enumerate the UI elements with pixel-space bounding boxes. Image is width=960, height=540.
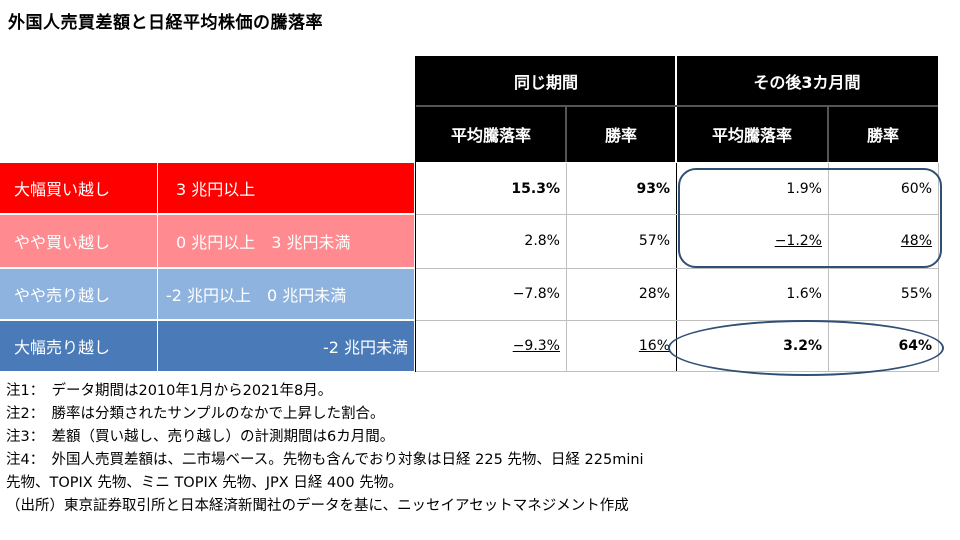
cell-same-win: 28% bbox=[566, 269, 676, 319]
cell-same-avg: 15.3% bbox=[416, 163, 566, 215]
note-line: 先物、TOPIX 先物、ミニ TOPIX 先物、JPX 日経 400 先物。 bbox=[6, 475, 403, 491]
row-category-label: 大幅売り越し bbox=[14, 338, 111, 357]
cell-after-win: 48% bbox=[828, 215, 938, 267]
cell-same-avg: 2.8% bbox=[416, 215, 566, 267]
table-border bbox=[416, 371, 938, 372]
header-divider bbox=[827, 106, 829, 162]
row-gap bbox=[0, 267, 415, 269]
value: 2.8% bbox=[524, 233, 560, 249]
table-border bbox=[415, 56, 416, 372]
row-range: -2 兆円以上 0 兆円未満 bbox=[158, 269, 414, 319]
grid-line bbox=[416, 320, 938, 321]
grid-line bbox=[416, 214, 938, 215]
header-col-after-avg: 平均騰落率 bbox=[676, 106, 828, 162]
row-category-label: 大幅買い越し bbox=[14, 180, 111, 199]
header-group-after-label: その後3カ月間 bbox=[753, 73, 861, 92]
value: 16% bbox=[638, 338, 670, 354]
source-line: （出所）東京証券取引所と日本経済新聞社のデータを基に、ニッセイアセットマネジメン… bbox=[6, 498, 629, 514]
note-line: 注3： 差額（買い越し、売り越し）の計測期間は6カ月間。 bbox=[6, 429, 395, 445]
row-range-label: -2 兆円未満 bbox=[322, 338, 408, 357]
header-col-same-win: 勝率 bbox=[566, 106, 676, 162]
header-group-same: 同じ期間 bbox=[416, 56, 676, 106]
grid-line bbox=[416, 268, 938, 269]
row-category-label: やや売り越し bbox=[14, 286, 111, 305]
highlight-rounded-rect bbox=[678, 168, 942, 268]
row-range-label: 3 兆円以上 bbox=[176, 180, 256, 199]
value: 55% bbox=[900, 286, 932, 302]
value: −7.8% bbox=[512, 286, 560, 302]
grid-line bbox=[676, 163, 677, 372]
row-category: 大幅売り越し bbox=[0, 321, 157, 371]
row-category: やや売り越し bbox=[0, 269, 157, 319]
value: 1.6% bbox=[786, 286, 822, 302]
cell-after-avg: 1.9% bbox=[676, 163, 828, 215]
row-range-label: -2 兆円以上 0 兆円未満 bbox=[166, 286, 347, 305]
cell-same-avg: −7.8% bbox=[416, 269, 566, 319]
cell-after-win: 55% bbox=[828, 269, 938, 319]
header-divider bbox=[416, 105, 938, 107]
row-category: やや買い越し bbox=[0, 215, 157, 267]
row-range-label: 0 兆円以上 3 兆円未満 bbox=[176, 233, 351, 252]
cell-same-win: 57% bbox=[566, 215, 676, 267]
value: 1.9% bbox=[786, 181, 822, 197]
row-category-label: やや買い越し bbox=[14, 233, 111, 252]
value: 48% bbox=[900, 233, 932, 249]
header-group-same-label: 同じ期間 bbox=[513, 73, 578, 92]
value: 93% bbox=[636, 181, 670, 197]
cell-after-avg: 1.6% bbox=[676, 269, 828, 319]
page-title: 外国人売買差額と日経平均株価の騰落率 bbox=[8, 13, 323, 33]
value: 57% bbox=[638, 233, 670, 249]
header-col-after-win: 勝率 bbox=[828, 106, 938, 162]
footnotes: 注1： データ期間は2010年1月から2021年8月。 注2： 勝率は分類された… bbox=[6, 380, 644, 518]
header-col-same-win-label: 勝率 bbox=[604, 126, 637, 145]
note-line: 注4： 外国人売買差額は、二市場ベース。先物も含んでおり対象は日経 225 先物… bbox=[6, 452, 644, 468]
cell-same-win: 93% bbox=[566, 163, 676, 215]
value: 15.3% bbox=[511, 181, 560, 197]
row-gap bbox=[0, 319, 415, 321]
header-col-after-win-label: 勝率 bbox=[866, 126, 899, 145]
row-range: 0 兆円以上 3 兆円未満 bbox=[158, 215, 414, 267]
value: 28% bbox=[638, 286, 670, 302]
grid-line bbox=[566, 163, 567, 372]
value: −1.2% bbox=[774, 233, 822, 249]
cell-same-win: 16% bbox=[566, 321, 676, 371]
row-range: 3 兆円以上 bbox=[158, 163, 414, 213]
header-col-after-avg-label: 平均騰落率 bbox=[711, 126, 792, 145]
header-col-same-avg-label: 平均騰落率 bbox=[450, 126, 531, 145]
cell-same-avg: −9.3% bbox=[416, 321, 566, 371]
table-border bbox=[938, 163, 939, 372]
row-range: -2 兆円未満 bbox=[158, 321, 414, 371]
note-line: 注1： データ期間は2010年1月から2021年8月。 bbox=[6, 383, 333, 399]
row-category: 大幅買い越し bbox=[0, 163, 157, 213]
note-line: 注2： 勝率は分類されたサンプルのなかで上昇した割合。 bbox=[6, 406, 385, 422]
row-gap bbox=[0, 213, 415, 215]
value: −9.3% bbox=[512, 338, 560, 354]
header-divider bbox=[675, 56, 677, 162]
highlight-ellipse bbox=[668, 320, 944, 376]
header-divider bbox=[565, 106, 567, 162]
cell-after-avg: −1.2% bbox=[676, 215, 828, 267]
header-col-same-avg: 平均騰落率 bbox=[416, 106, 566, 162]
header-group-after: その後3カ月間 bbox=[676, 56, 938, 106]
